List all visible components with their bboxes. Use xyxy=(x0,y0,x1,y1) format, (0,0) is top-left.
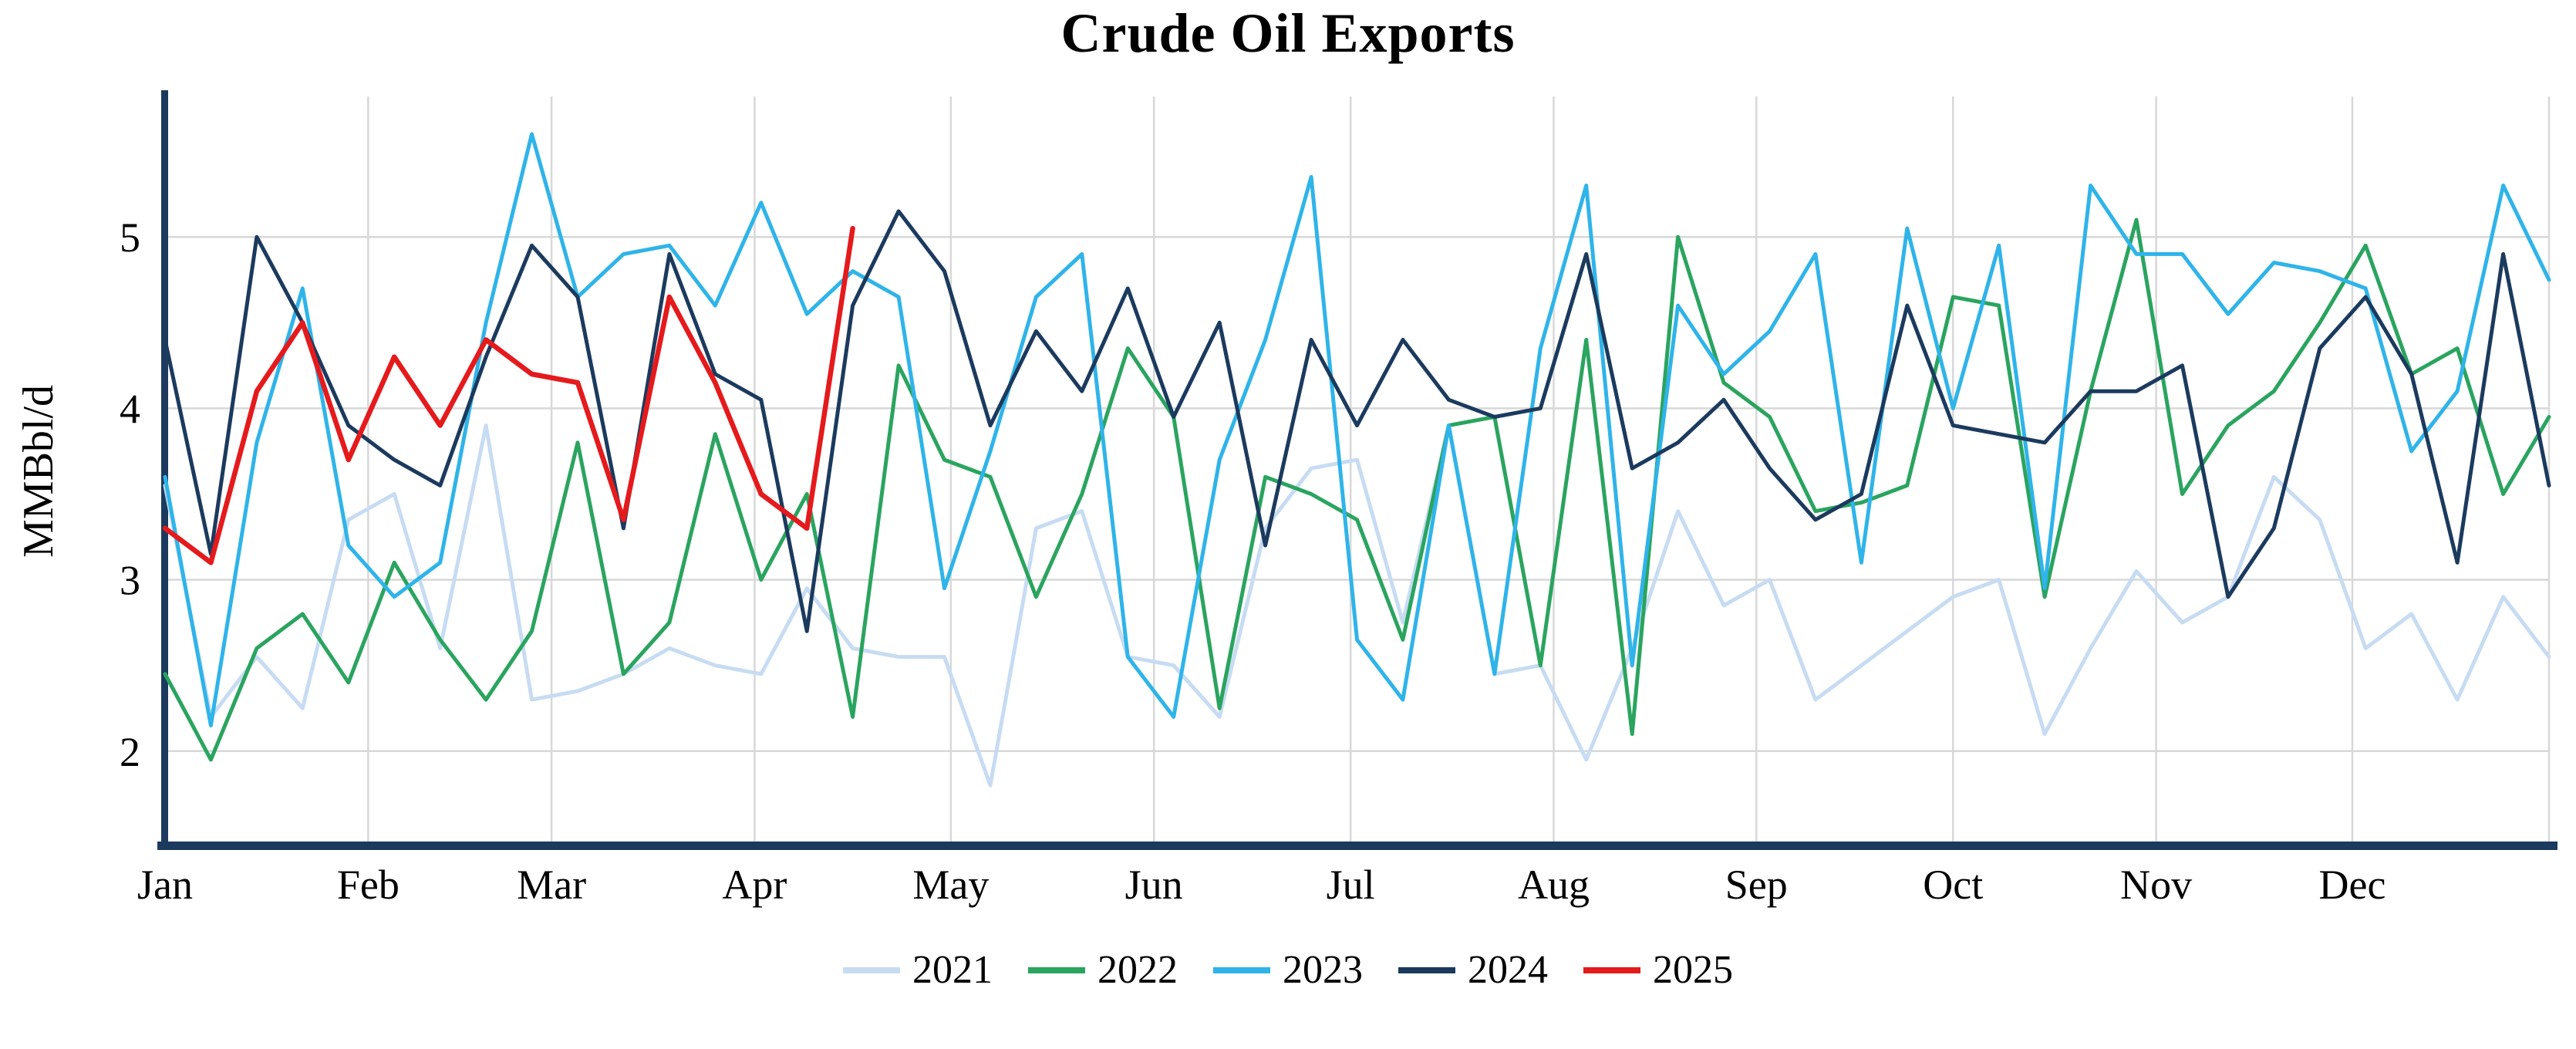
y-tick-label: 4 xyxy=(120,386,140,432)
x-axis-spine xyxy=(157,842,2557,850)
legend-swatch-2024 xyxy=(1398,966,1455,973)
x-tick-label: Apr xyxy=(722,862,787,908)
legend-swatch-2025 xyxy=(1583,966,1640,973)
x-tick-label: Dec xyxy=(2319,862,2386,908)
legend-item-2021: 2021 xyxy=(843,947,993,993)
legend-swatch-2021 xyxy=(843,966,900,973)
x-tick-label: May xyxy=(912,862,989,908)
x-tick-label: Jul xyxy=(1327,862,1375,908)
y-tick-label: 2 xyxy=(120,729,140,775)
legend-swatch-2022 xyxy=(1028,966,1085,973)
y-tick-label: 5 xyxy=(120,214,140,261)
x-tick-label: Mar xyxy=(517,862,586,908)
x-tick-label: Jan xyxy=(137,862,193,908)
legend-label-2021: 2021 xyxy=(912,948,993,992)
series-line-2025 xyxy=(162,225,855,565)
series-line-2023 xyxy=(163,132,2551,727)
x-tick-label: Feb xyxy=(337,862,400,908)
legend: 2021 2022 2023 2024 2025 xyxy=(0,947,2576,993)
series-line-2021 xyxy=(163,423,2551,788)
legend-item-2024: 2024 xyxy=(1398,947,1548,993)
legend-label-2023: 2023 xyxy=(1283,948,1363,992)
y-tick-label: 3 xyxy=(120,558,140,604)
chart-title: Crude Oil Exports xyxy=(1060,2,1516,64)
x-tick-label: Aug xyxy=(1518,862,1590,908)
legend-label-2024: 2024 xyxy=(1468,948,1548,992)
legend-item-2022: 2022 xyxy=(1028,947,1178,993)
legend-item-2023: 2023 xyxy=(1213,947,1363,993)
legend-label-2025: 2025 xyxy=(1653,948,1733,992)
x-tick-label: Jun xyxy=(1125,862,1183,908)
x-tick-label: Oct xyxy=(1923,862,1983,908)
legend-swatch-2023 xyxy=(1213,966,1270,973)
x-tick-label: Sep xyxy=(1725,862,1788,908)
series-line-2024 xyxy=(163,209,2551,633)
y-axis-spine xyxy=(161,90,168,845)
legend-label-2022: 2022 xyxy=(1097,948,1178,992)
series-line-2022 xyxy=(163,218,2551,762)
x-tick-label: Nov xyxy=(2120,862,2192,908)
legend-item-2025: 2025 xyxy=(1583,947,1733,993)
